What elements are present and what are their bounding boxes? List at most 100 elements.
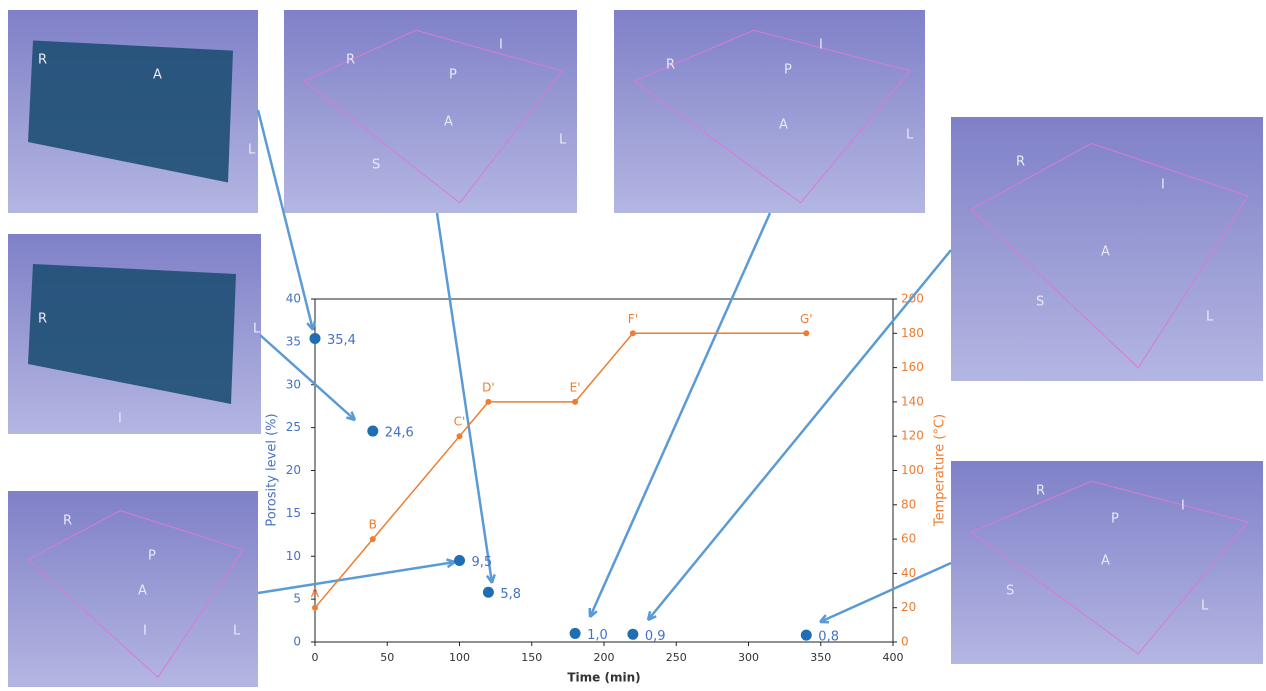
x-tick-label: 100: [449, 651, 470, 664]
orientation-label: R: [38, 312, 47, 327]
orientation-label: I: [118, 412, 122, 427]
point-label: A: [311, 586, 320, 600]
orientation-label: I: [1161, 178, 1165, 193]
orientation-label: L: [233, 624, 241, 639]
y2-tick-label: 100: [901, 463, 924, 477]
orientation-label: P: [784, 63, 792, 78]
y-tick-label: 25: [286, 420, 301, 434]
point-label: G': [800, 312, 813, 326]
orientation-label: A: [1101, 245, 1110, 260]
arrow: [819, 561, 952, 624]
orientation-label: S: [1036, 295, 1044, 310]
sample-outline: [632, 29, 911, 204]
porosity-point: [482, 586, 494, 598]
orientation-label: L: [248, 143, 256, 158]
x-tick-label: 350: [810, 651, 831, 664]
x-tick-label: 200: [594, 651, 615, 664]
y2-tick-label: 0: [901, 635, 909, 649]
value-label: 0,9: [645, 629, 666, 644]
y-tick-label: 40: [286, 292, 301, 306]
porosity-point: [367, 425, 379, 437]
arrow: [647, 249, 952, 621]
y-tick-label: 0: [293, 635, 301, 649]
value-label: 35,4: [327, 333, 356, 348]
sample-outline: [303, 29, 563, 204]
orientation-label: L: [559, 133, 567, 148]
y-tick-label: 30: [286, 377, 301, 391]
y2-tick-label: 60: [901, 532, 916, 546]
arrow-head: [346, 411, 357, 422]
arrow-head: [446, 558, 456, 569]
orientation-label: I: [819, 38, 823, 53]
arrow: [257, 560, 456, 595]
ct-panel: R L I: [8, 234, 261, 434]
x-tick-label: 0: [312, 651, 319, 664]
arrow: [435, 212, 494, 584]
arrow: [588, 212, 772, 618]
temperature-point: [485, 398, 492, 405]
x-tick-label: 50: [380, 651, 394, 664]
arrow: [259, 334, 356, 421]
porosity-point: [569, 627, 581, 639]
temperature-point: [456, 433, 463, 440]
orientation-label: L: [906, 128, 914, 143]
orientation-label: A: [153, 68, 162, 83]
arrow-head: [646, 610, 657, 622]
sample-outline: [969, 480, 1249, 655]
orientation-label: A: [779, 118, 788, 133]
point-label: B: [369, 518, 377, 532]
temperature-point: [369, 536, 376, 543]
y-tick-label: 35: [286, 334, 301, 348]
orientation-label: A: [138, 584, 147, 599]
panel-bg: [614, 10, 925, 213]
temperature-point: [629, 330, 636, 337]
orientation-label: R: [38, 53, 47, 68]
point-label: E': [570, 380, 581, 394]
ct-panel: R I P A L S: [284, 10, 577, 213]
orientation-label: P: [148, 549, 156, 564]
orientation-label: R: [666, 58, 675, 73]
arrow-head: [819, 614, 830, 624]
orientation-label: R: [63, 514, 72, 529]
temperature-point: [572, 398, 579, 405]
value-label: 5,8: [500, 587, 521, 602]
porosity-point: [627, 628, 639, 640]
orientation-label: L: [1206, 310, 1214, 325]
panel-bg: [284, 10, 577, 213]
y-tick-label: 10: [286, 549, 301, 563]
orientation-label: R: [1016, 155, 1025, 170]
y2-axis-label: Temperature (°C): [933, 414, 948, 527]
orientation-label: S: [1006, 584, 1014, 599]
y-tick-label: 5: [293, 592, 301, 606]
value-label: 1,0: [587, 628, 608, 643]
orientation-label: S: [372, 158, 380, 173]
orientation-label: A: [444, 115, 453, 130]
point-label: C': [454, 415, 466, 429]
orientation-label: L: [253, 322, 261, 337]
orientation-label: A: [1101, 554, 1110, 569]
x-tick-label: 400: [883, 651, 904, 664]
point-label: F': [628, 312, 638, 326]
temperature-point: [312, 604, 318, 611]
plot-frame: [314, 298, 894, 643]
ct-panel: R A L: [8, 10, 258, 213]
porosity-point: [800, 629, 812, 641]
temperature-point: [803, 330, 810, 337]
x-tick-label: 150: [521, 651, 542, 664]
y-axis-label: Porosity level (%): [265, 413, 280, 526]
panel-bg: [951, 117, 1263, 381]
y-tick-label: 15: [286, 506, 301, 520]
orientation-label: L: [1201, 599, 1209, 614]
orientation-label: P: [1111, 512, 1119, 527]
orientation-label: R: [1036, 484, 1045, 499]
orientation-label: P: [449, 68, 457, 83]
sample-outline: [970, 142, 1249, 369]
orientation-label: I: [143, 624, 147, 639]
y2-tick-label: 40: [901, 566, 916, 580]
arrow: [256, 109, 315, 331]
y2-tick-label: 80: [901, 497, 916, 511]
porous-sample: [28, 264, 236, 404]
y-tick-label: 20: [286, 463, 301, 477]
x-axis-label: Time (min): [567, 671, 640, 685]
